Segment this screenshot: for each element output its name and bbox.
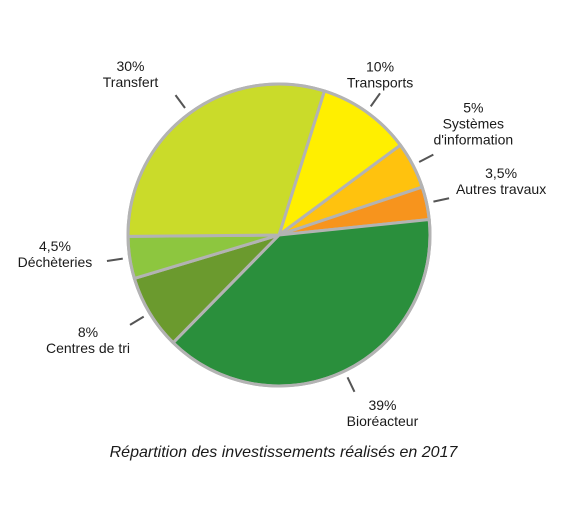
- slice-value-label: 3,5%: [485, 165, 517, 181]
- slice-value-label: 5%: [463, 100, 483, 116]
- leader-line: [433, 197, 450, 203]
- slice-name-label: Transfert: [103, 74, 159, 90]
- slice-name-label: Déchèteries: [18, 254, 93, 270]
- slice-name-label: d'information: [433, 132, 513, 148]
- slice-label: 4,5% Déchèteries: [18, 238, 93, 270]
- slice-label: 8% Centres de tri: [46, 324, 130, 356]
- leader-line: [369, 92, 381, 107]
- slice-value-label: 30%: [116, 58, 144, 74]
- slice-label: 3,5% Autres travaux: [456, 165, 546, 197]
- leader-line: [174, 94, 186, 109]
- slice-name-label: Bioréacteur: [347, 413, 419, 429]
- slice-label: 5% Systèmes d'information: [433, 100, 513, 148]
- pie-slices: [126, 82, 432, 388]
- leader-line: [418, 153, 434, 163]
- pie-labels: 10% Transports 5% Systèmes d'information 3,5%…: [18, 58, 547, 429]
- chart-title: Répartition des investissements réalisés…: [109, 444, 458, 461]
- leader-line: [106, 257, 123, 263]
- pie-rim: [126, 82, 432, 388]
- slice-name-label: Systèmes: [443, 116, 504, 132]
- slice-value-label: 10%: [366, 58, 394, 74]
- slice-name-label: Transports: [347, 74, 413, 90]
- slice-label: 39% Bioréacteur: [347, 397, 419, 429]
- slice-value-label: 4,5%: [39, 238, 71, 254]
- leader-line: [346, 376, 356, 393]
- slice-label: 10% Transports: [347, 58, 413, 90]
- slice-value-label: 8%: [78, 324, 98, 340]
- slice-name-label: Centres de tri: [46, 340, 130, 356]
- slice-label: 30% Transfert: [103, 58, 159, 90]
- slice-name-label: Autres travaux: [456, 181, 546, 197]
- leader-line: [129, 315, 145, 326]
- slice-value-label: 39%: [368, 397, 396, 413]
